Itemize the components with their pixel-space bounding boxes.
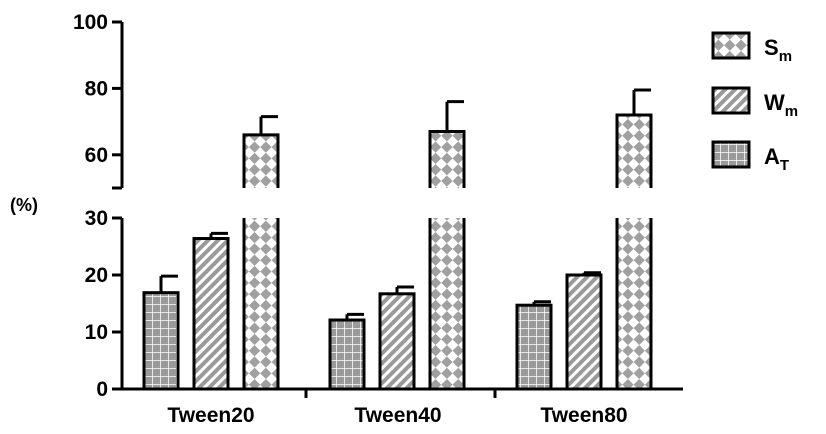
bar-outline-lower (615, 218, 653, 391)
category-label: Tween40 (354, 404, 441, 427)
legend-swatch-wm (711, 86, 751, 115)
bar-sm-upper (430, 131, 464, 188)
legend-swatch-aT (711, 140, 751, 169)
bar-wm (378, 292, 416, 391)
bar-sm-upper (617, 114, 651, 188)
plot-area: 0 10 20 30 60 80 100 Tween20 Tween40 Tween80 (73, 11, 683, 427)
y-ticks: 0 10 20 30 60 80 100 (73, 11, 497, 401)
legend-label-sm: Sm (764, 35, 792, 65)
bars (142, 88, 653, 391)
y-tick-label: 60 (85, 144, 108, 167)
y-tick-label: 20 (85, 264, 108, 287)
y-tick-label: 80 (85, 77, 108, 100)
category-labels: Tween20 Tween40 Tween80 (167, 404, 627, 427)
bar-sm-upper (244, 134, 278, 188)
legend-swatch-sm (711, 31, 751, 60)
y-tick-label: 10 (85, 321, 108, 344)
bar-aT (142, 291, 180, 391)
bar-aT (328, 318, 366, 391)
bar-outline-lower (242, 218, 280, 391)
bar-outline-lower (428, 218, 466, 391)
bar-wm (565, 273, 603, 391)
category-label: Tween80 (540, 404, 627, 427)
y-tick-label: 30 (85, 207, 108, 230)
bar-sm-lower (617, 218, 651, 389)
legend: Sm Wm AT (711, 31, 798, 174)
bar-sm-lower (244, 218, 278, 389)
y-axis-label: (%) (10, 195, 38, 215)
category-label: Tween20 (167, 404, 254, 427)
y-tick-label: 0 (96, 378, 108, 401)
legend-label-wm: Wm (764, 90, 798, 120)
bar-wm (192, 237, 230, 391)
legend-label-aT: AT (764, 144, 789, 174)
y-tick-label: 100 (73, 11, 108, 34)
bar-aT (515, 303, 553, 391)
bar-sm-lower (430, 218, 464, 389)
